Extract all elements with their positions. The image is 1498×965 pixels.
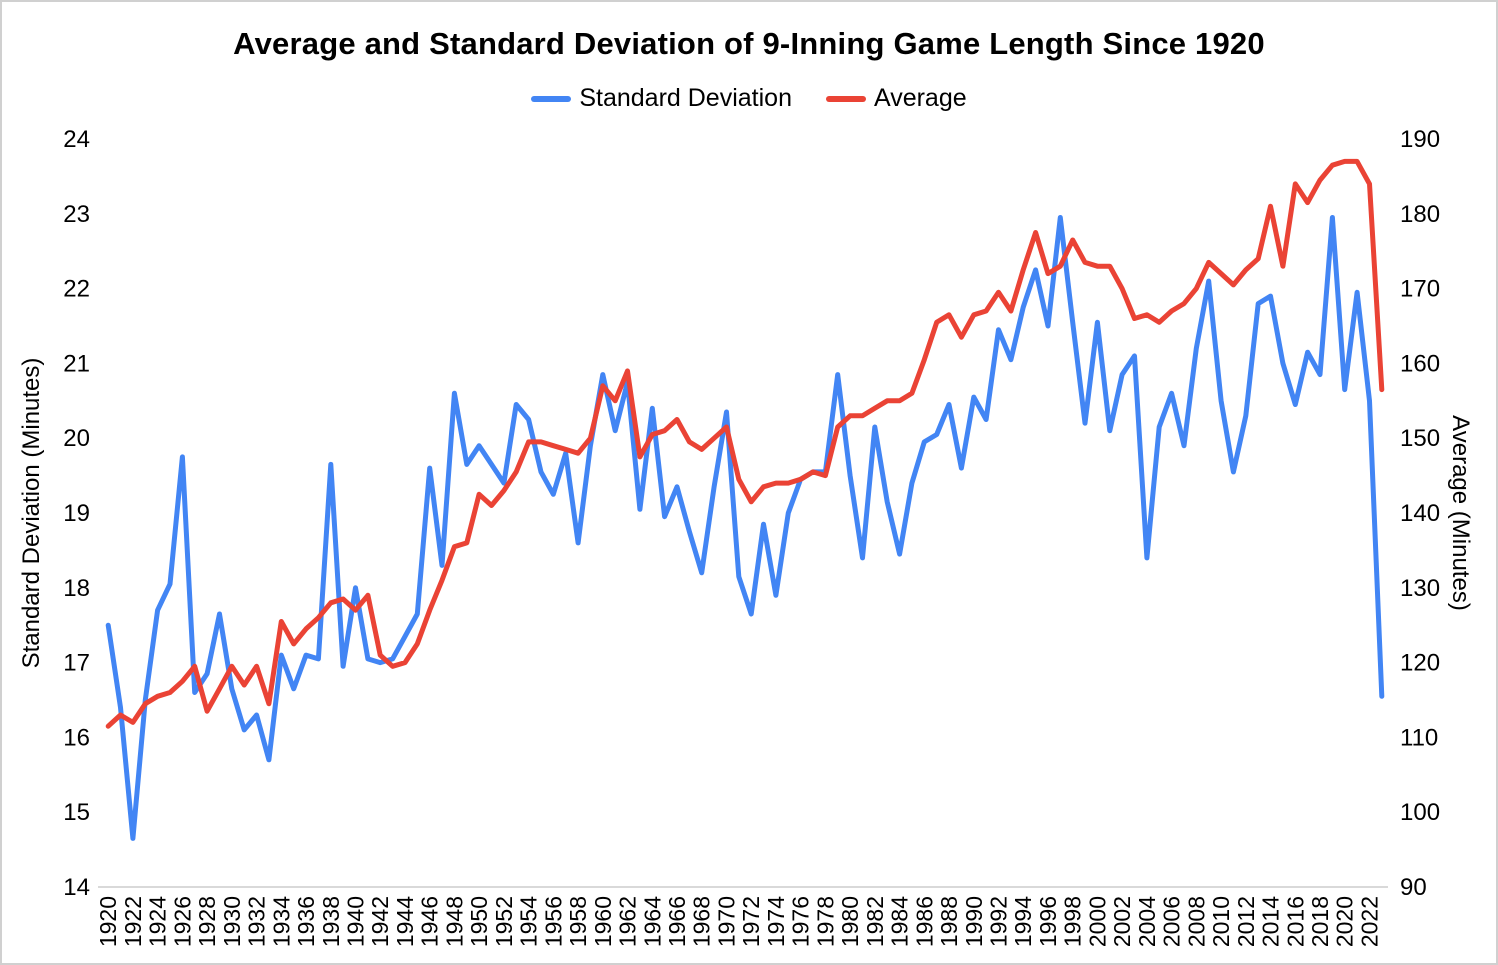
x-tick-label: 1962 xyxy=(615,896,641,947)
legend-swatch-red-icon xyxy=(825,95,866,102)
x-tick-label: 1956 xyxy=(540,896,566,947)
y-left-tick-label: 20 xyxy=(63,425,90,452)
x-tick-label: 1986 xyxy=(911,896,937,947)
x-tick-label: 1940 xyxy=(342,896,368,947)
y-right-tick-label: 120 xyxy=(1400,650,1440,677)
x-tick-label: 1950 xyxy=(466,896,492,947)
y-right-tick-label: 160 xyxy=(1400,350,1440,377)
y-left-tick-label: 17 xyxy=(63,650,90,677)
chart-title: Average and Standard Deviation of 9-Inni… xyxy=(233,26,1265,61)
series-line-standard-deviation xyxy=(105,215,1385,841)
x-tick-label: 2018 xyxy=(1307,896,1333,947)
y-right-tick-label: 110 xyxy=(1400,724,1438,751)
x-tick-label: 1964 xyxy=(639,896,665,947)
x-tick-label: 2014 xyxy=(1258,896,1284,947)
x-tick-label: 1944 xyxy=(392,896,418,947)
x-tick-label: 2004 xyxy=(1134,896,1160,947)
y-right-tick-label: 100 xyxy=(1400,799,1440,826)
x-tick-label: 1920 xyxy=(95,896,121,947)
x-tick-label: 2016 xyxy=(1282,896,1308,947)
x-tick-label: 1930 xyxy=(219,896,245,947)
x-tick-label: 2010 xyxy=(1208,896,1234,947)
x-tick-label: 1932 xyxy=(244,896,270,947)
legend-label: Average xyxy=(873,84,967,112)
y-left-tick-label: 18 xyxy=(63,575,90,602)
x-tick-label: 1938 xyxy=(318,896,344,947)
y-left-tick-label: 23 xyxy=(63,201,90,228)
x-tick-label: 1960 xyxy=(590,896,616,947)
x-tick-label: 1998 xyxy=(1060,896,1086,947)
x-tick-label: 1948 xyxy=(441,896,467,947)
y-right-tick-label: 130 xyxy=(1400,575,1440,602)
y-right-tick-label: 90 xyxy=(1400,874,1427,901)
x-tick-label: 1974 xyxy=(763,896,789,947)
y-left-tick-label: 22 xyxy=(63,276,90,303)
x-tick-label: 1984 xyxy=(887,896,913,947)
y-right-tick-label: 150 xyxy=(1400,425,1440,452)
x-tick-label: 2002 xyxy=(1109,896,1135,947)
x-tick-label: 1976 xyxy=(788,896,814,947)
x-tick-label: 1970 xyxy=(713,896,739,947)
legend-item-standard-deviation: Standard Deviation xyxy=(531,84,792,113)
y-left-tick-label: 21 xyxy=(63,350,90,377)
x-tick-label: 1982 xyxy=(862,896,888,947)
x-tick-label: 1934 xyxy=(268,896,294,947)
legend-label: Standard Deviation xyxy=(579,84,792,112)
series-line-average xyxy=(105,158,1385,729)
x-tick-label: 1922 xyxy=(120,896,146,947)
legend: Standard Deviation Average xyxy=(2,84,1496,113)
x-tick-label: 2000 xyxy=(1084,896,1110,947)
y-left-tick-label: 15 xyxy=(63,799,90,826)
y-left-tick-label: 19 xyxy=(63,500,90,527)
y-right-tick-label: 140 xyxy=(1400,500,1440,527)
x-tick-label: 1958 xyxy=(565,896,591,947)
y-right-tick-label: 170 xyxy=(1400,276,1440,303)
x-tick-label: 1990 xyxy=(961,896,987,947)
x-tick-label: 2012 xyxy=(1233,896,1259,947)
y-right-tick-label: 180 xyxy=(1400,201,1440,228)
x-tick-label: 2008 xyxy=(1183,896,1209,947)
x-tick-label: 1994 xyxy=(1010,896,1036,947)
legend-item-average: Average xyxy=(825,84,967,113)
x-tick-label: 1924 xyxy=(145,896,171,947)
x-tick-label: 1926 xyxy=(169,896,195,947)
x-tick-label: 1936 xyxy=(293,896,319,947)
x-tick-label: 1966 xyxy=(664,896,690,947)
x-tick-label: 1946 xyxy=(417,896,443,947)
x-tick-label: 1942 xyxy=(367,896,393,947)
x-tick-label: 2022 xyxy=(1356,896,1382,947)
x-tick-label: 1996 xyxy=(1035,896,1061,947)
x-tick-label: 1952 xyxy=(491,896,517,947)
y-left-tick-label: 24 xyxy=(63,126,90,153)
x-tick-label: 2020 xyxy=(1332,896,1358,947)
x-tick-label: 1968 xyxy=(689,896,715,947)
x-tick-label: 1980 xyxy=(837,896,863,947)
x-tick-label: 2006 xyxy=(1159,896,1185,947)
x-tick-label: 1928 xyxy=(194,896,220,947)
x-tick-label: 1988 xyxy=(936,896,962,947)
x-tick-label: 1978 xyxy=(812,896,838,947)
y-left-tick-label: 16 xyxy=(63,724,90,751)
y-left-tick-label: 14 xyxy=(63,874,90,901)
x-tick-label: 1954 xyxy=(516,896,542,947)
y-right-tick-label: 190 xyxy=(1400,126,1440,153)
x-tick-label: 1992 xyxy=(985,896,1011,947)
legend-swatch-blue-icon xyxy=(531,95,572,102)
x-tick-label: 1972 xyxy=(738,896,764,947)
